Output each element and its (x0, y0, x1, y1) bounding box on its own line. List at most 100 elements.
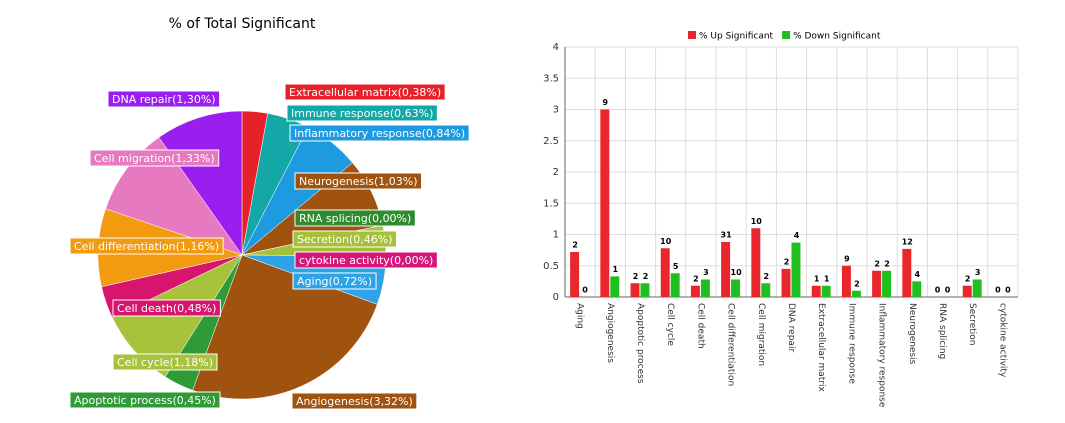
pie-title: % of Total Significant (169, 16, 316, 32)
y-tick-label: 3 (553, 105, 559, 116)
label-box (112, 353, 218, 371)
slice-label: Cell migration(1,33%) (89, 149, 220, 167)
bar-count-label: 0 (995, 286, 1001, 295)
bar (630, 283, 640, 297)
bar-count-label: 0 (1005, 286, 1011, 295)
bar (872, 270, 882, 297)
bar-count-label: 4 (794, 231, 800, 240)
bar-count-label: 2 (633, 272, 639, 281)
label-box (284, 83, 446, 101)
bar-count-label: 1 (612, 265, 618, 274)
slice-label-text: Inflammatory response(0,84%) (294, 127, 465, 140)
slice-label: DNA repair(1,30%) (107, 90, 221, 108)
bar-count-label: 2 (572, 241, 578, 250)
bar-count-label: 3 (703, 268, 709, 277)
label-box (107, 90, 221, 108)
bar-count-label: 2 (884, 259, 890, 268)
y-tick-label: 0 (553, 292, 559, 303)
label-box (294, 209, 416, 227)
bar-count-label: 2 (643, 272, 649, 281)
bar-count-label: 0 (945, 286, 951, 295)
y-tick-label: 0.5 (543, 261, 559, 272)
label-box (69, 391, 221, 409)
legend-label: % Down Significant (793, 32, 881, 42)
bar (791, 242, 801, 297)
slice-label: Cell differentiation(1,16%) (69, 237, 224, 255)
bar (690, 285, 700, 297)
bar-count-label: 2 (965, 274, 971, 283)
slice-label: Inflammatory response(0,84%) (289, 124, 470, 142)
x-tick-label: DNA repair (786, 303, 796, 352)
bar (761, 283, 771, 297)
label-box (286, 104, 438, 122)
legend-swatch (688, 31, 696, 39)
bar-count-label: 5 (673, 262, 679, 271)
label-box (291, 392, 418, 410)
x-tick-label: Secretion (967, 303, 977, 345)
slice-label: Cell death(0,48%) (112, 299, 221, 317)
bar (882, 270, 892, 297)
bar-count-label: 10 (660, 237, 672, 246)
slice-label-text: Cell differentiation(1,16%) (74, 240, 219, 253)
bar (811, 285, 821, 297)
bar-count-label: 2 (854, 279, 860, 288)
slice-label: Cell cycle(1,18%) (112, 353, 218, 371)
bar-count-label: 10 (731, 268, 743, 277)
bar-count-label: 9 (844, 254, 850, 263)
bar (670, 273, 680, 297)
bar-count-label: 1 (824, 274, 830, 283)
slice-label: Angiogenesis(3,32%) (291, 392, 418, 410)
bar (841, 265, 851, 297)
bar (821, 285, 831, 297)
pie-slice (105, 137, 243, 256)
label-box (112, 299, 221, 317)
bar-count-label: 9 (603, 98, 609, 107)
x-tick-label: Cell cycle (665, 303, 675, 346)
bar-count-label: 2 (874, 259, 880, 268)
y-tick-label: 2.5 (543, 136, 559, 147)
label-box (69, 237, 224, 255)
bar-count-label: 31 (721, 231, 733, 240)
bar-count-label: 3 (975, 268, 981, 277)
label-box (294, 251, 438, 269)
slice-label-text: Immune response(0,63%) (291, 107, 433, 120)
slice-label-text: Neurogenesis(1,03%) (299, 175, 418, 188)
slice-label-text: Extracellular matrix(0,38%) (289, 86, 441, 99)
bar (912, 281, 922, 297)
y-tick-label: 2 (553, 167, 559, 178)
bar (660, 248, 670, 297)
slice-label-text: Aging(0,72%) (297, 275, 372, 288)
bar (570, 252, 580, 297)
x-tick-label: RNA splicing (937, 303, 947, 359)
legend-swatch (782, 31, 791, 39)
bar (902, 248, 912, 297)
bar (600, 109, 610, 297)
bar (781, 268, 791, 297)
slice-label-text: Apoptotic process(0,45%) (74, 394, 216, 407)
slice-label: RNA splicing(0,00%) (294, 209, 416, 227)
y-tick-label: 4 (553, 42, 559, 53)
x-tick-label: Inflammatory response (877, 303, 887, 408)
y-tick-label: 1 (553, 230, 559, 241)
slice-label: Aging(0,72%) (292, 272, 377, 290)
bar-count-label: 2 (784, 257, 790, 266)
bar-count-label: 2 (693, 274, 699, 283)
x-tick-label: Neurogenesis (907, 303, 917, 365)
bar-count-label: 4 (914, 270, 920, 279)
slice-label: Extracellular matrix(0,38%) (284, 83, 446, 101)
bar (851, 290, 861, 297)
y-tick-label: 1.5 (543, 198, 559, 209)
x-tick-label: Apoptotic process (635, 303, 645, 384)
slice-label: Apoptotic process(0,45%) (69, 391, 221, 409)
slice-label-text: Cell migration(1,33%) (94, 152, 215, 165)
bar (700, 279, 710, 297)
x-tick-label: Angiogenesis (605, 303, 615, 363)
slice-label: cytokine activity(0,00%) (294, 251, 438, 269)
bar (962, 285, 972, 297)
pie-slice (158, 110, 243, 256)
slice-label: Immune response(0,63%) (286, 104, 438, 122)
bar (972, 279, 982, 297)
bar (640, 283, 650, 297)
slice-label-text: RNA splicing(0,00%) (299, 212, 411, 225)
slice-label-text: Secretion(0,46%) (297, 233, 392, 246)
